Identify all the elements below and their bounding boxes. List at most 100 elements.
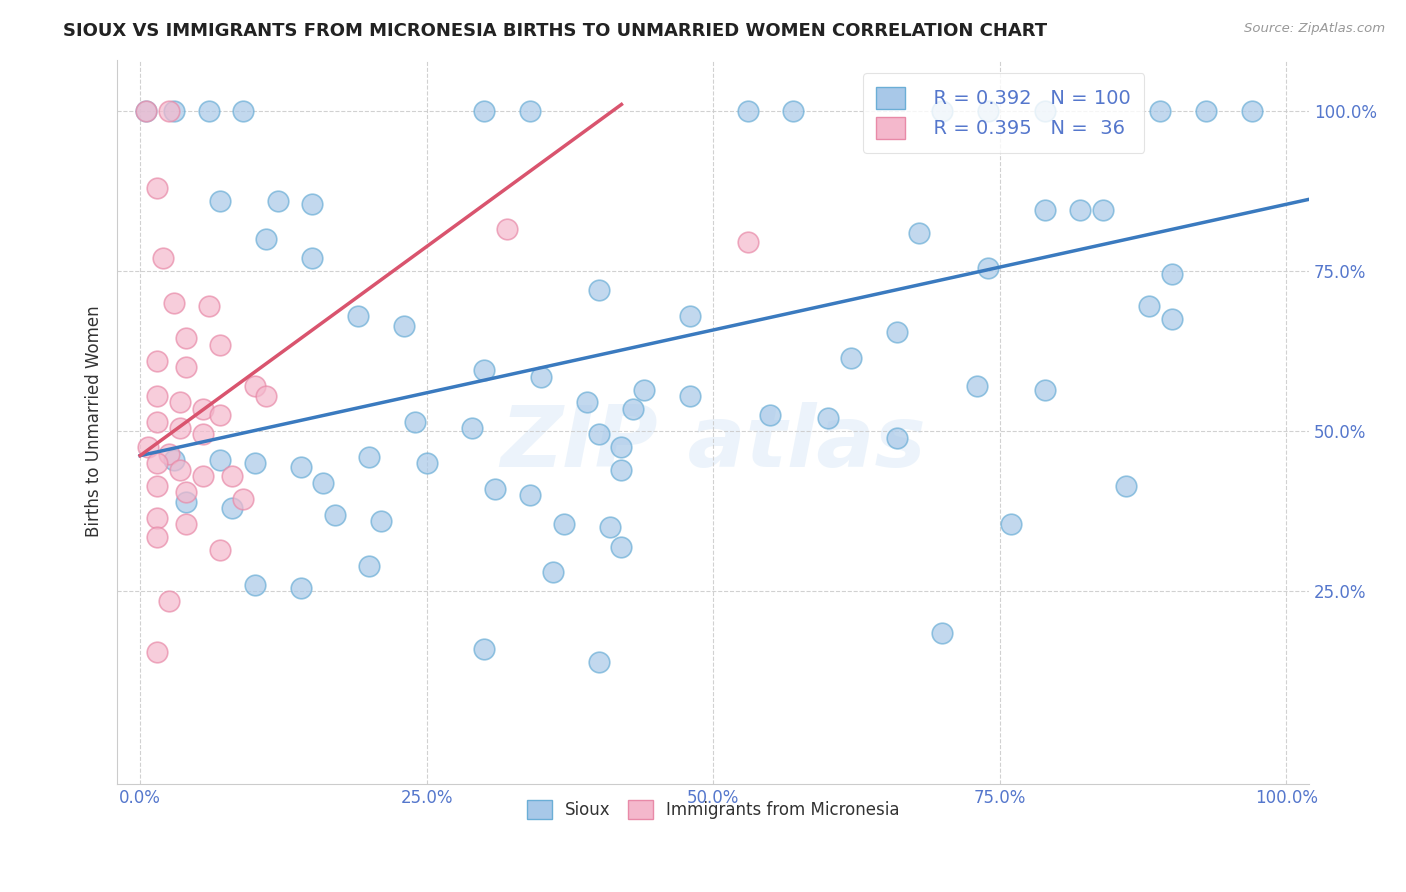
Point <box>135 103 157 118</box>
Point <box>174 331 197 345</box>
Legend: Sioux, Immigrants from Micronesia: Sioux, Immigrants from Micronesia <box>520 794 905 826</box>
Point <box>359 558 381 573</box>
Point <box>191 427 214 442</box>
Point <box>931 626 953 640</box>
Point <box>191 469 214 483</box>
Point <box>169 395 191 409</box>
Point <box>415 456 437 470</box>
Point <box>679 389 702 403</box>
Point <box>243 379 266 393</box>
Point <box>136 440 159 454</box>
Point <box>174 517 197 532</box>
Point <box>588 283 610 297</box>
Point <box>157 594 180 608</box>
Point <box>1149 103 1171 118</box>
Point <box>404 415 426 429</box>
Point <box>163 296 186 310</box>
Point <box>290 459 312 474</box>
Point <box>977 260 1000 275</box>
Point <box>839 351 862 365</box>
Point <box>146 180 169 194</box>
Point <box>966 379 988 393</box>
Point <box>146 530 169 544</box>
Point <box>472 642 495 657</box>
Point <box>484 482 506 496</box>
Point <box>174 485 197 500</box>
Point <box>472 363 495 377</box>
Point <box>163 103 186 118</box>
Point <box>198 299 221 313</box>
Point <box>370 514 392 528</box>
Point <box>323 508 346 522</box>
Point <box>782 103 804 118</box>
Point <box>146 456 169 470</box>
Point <box>1160 267 1182 281</box>
Point <box>392 318 415 333</box>
Point <box>135 103 157 118</box>
Point <box>232 103 254 118</box>
Text: SIOUX VS IMMIGRANTS FROM MICRONESIA BIRTHS TO UNMARRIED WOMEN CORRELATION CHART: SIOUX VS IMMIGRANTS FROM MICRONESIA BIRT… <box>63 22 1047 40</box>
Point <box>472 103 495 118</box>
Point <box>221 501 243 516</box>
Point <box>495 222 517 236</box>
Point <box>817 411 839 425</box>
Point <box>243 456 266 470</box>
Point <box>243 578 266 592</box>
Point <box>198 103 221 118</box>
Y-axis label: Births to Unmarried Women: Births to Unmarried Women <box>86 306 103 538</box>
Point <box>1035 383 1057 397</box>
Point <box>174 495 197 509</box>
Point <box>152 252 174 266</box>
Point <box>759 409 782 423</box>
Point <box>908 226 931 240</box>
Point <box>1195 103 1218 118</box>
Point <box>519 488 541 502</box>
Point <box>519 103 541 118</box>
Point <box>359 450 381 464</box>
Point <box>209 542 232 557</box>
Point <box>254 232 277 246</box>
Point <box>621 401 644 416</box>
Point <box>588 427 610 442</box>
Point <box>169 421 191 435</box>
Point <box>312 475 335 490</box>
Point <box>209 338 232 352</box>
Point <box>588 655 610 669</box>
Point <box>146 510 169 524</box>
Point <box>301 252 323 266</box>
Point <box>530 369 553 384</box>
Point <box>157 447 180 461</box>
Point <box>301 196 323 211</box>
Point <box>1035 203 1057 218</box>
Point <box>679 309 702 323</box>
Point <box>1069 203 1091 218</box>
Point <box>232 491 254 506</box>
Point <box>1000 517 1022 532</box>
Point <box>157 103 180 118</box>
Point <box>886 431 908 445</box>
Point <box>737 103 759 118</box>
Point <box>931 103 953 118</box>
Point <box>146 353 169 368</box>
Point <box>254 389 277 403</box>
Point <box>977 103 1000 118</box>
Point <box>169 463 191 477</box>
Point <box>461 421 484 435</box>
Point <box>633 383 655 397</box>
Point <box>209 453 232 467</box>
Point <box>221 469 243 483</box>
Point <box>599 520 621 534</box>
Point <box>886 325 908 339</box>
Point <box>610 463 633 477</box>
Point <box>610 440 633 454</box>
Text: Source: ZipAtlas.com: Source: ZipAtlas.com <box>1244 22 1385 36</box>
Point <box>347 309 370 323</box>
Point <box>191 401 214 416</box>
Point <box>1240 103 1263 118</box>
Point <box>146 389 169 403</box>
Point <box>209 194 232 208</box>
Point <box>737 235 759 250</box>
Point <box>610 540 633 554</box>
Point <box>1160 312 1182 326</box>
Point <box>576 395 599 409</box>
